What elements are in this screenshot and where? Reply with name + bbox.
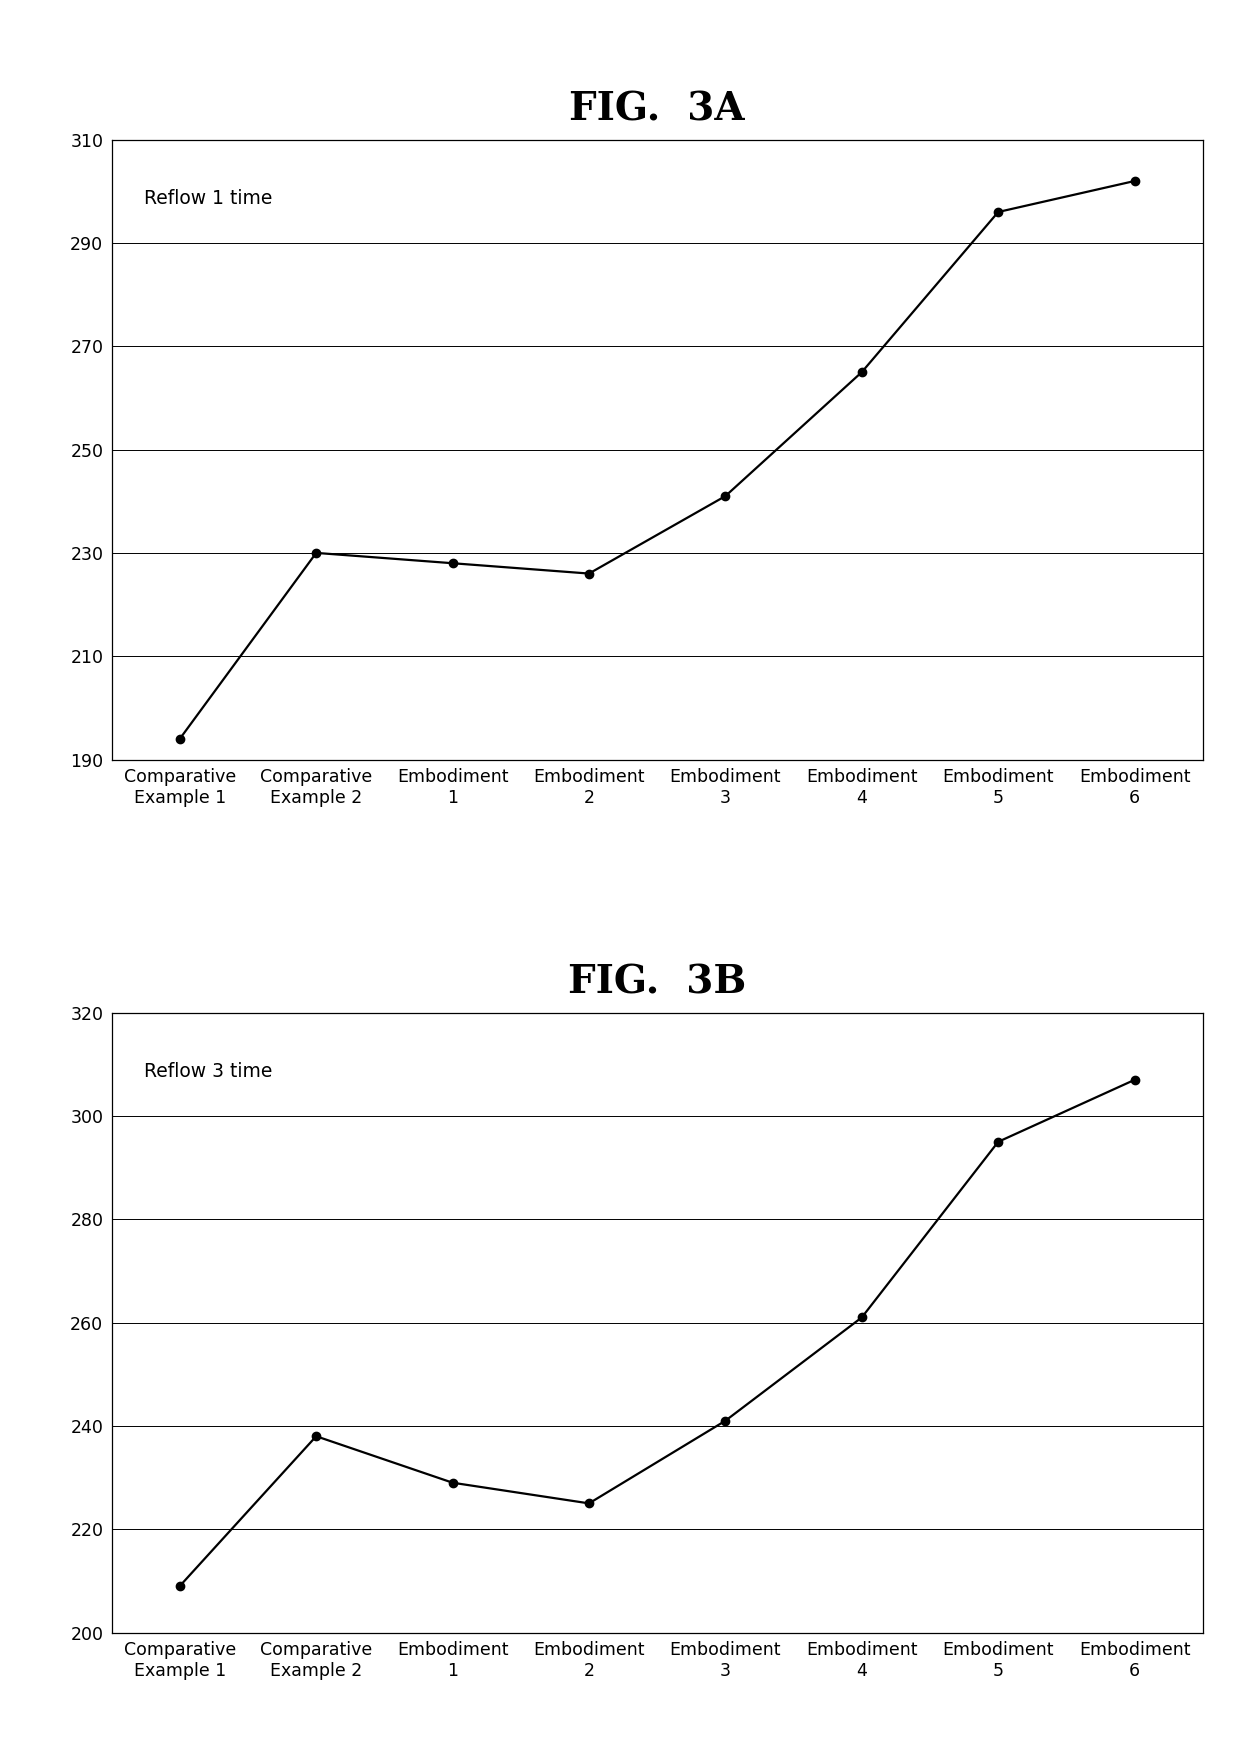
Text: Reflow 1 time: Reflow 1 time (144, 189, 273, 208)
Text: Reflow 3 time: Reflow 3 time (144, 1062, 273, 1081)
Title: FIG.  3A: FIG. 3A (569, 91, 745, 127)
Title: FIG.  3B: FIG. 3B (568, 964, 746, 1000)
